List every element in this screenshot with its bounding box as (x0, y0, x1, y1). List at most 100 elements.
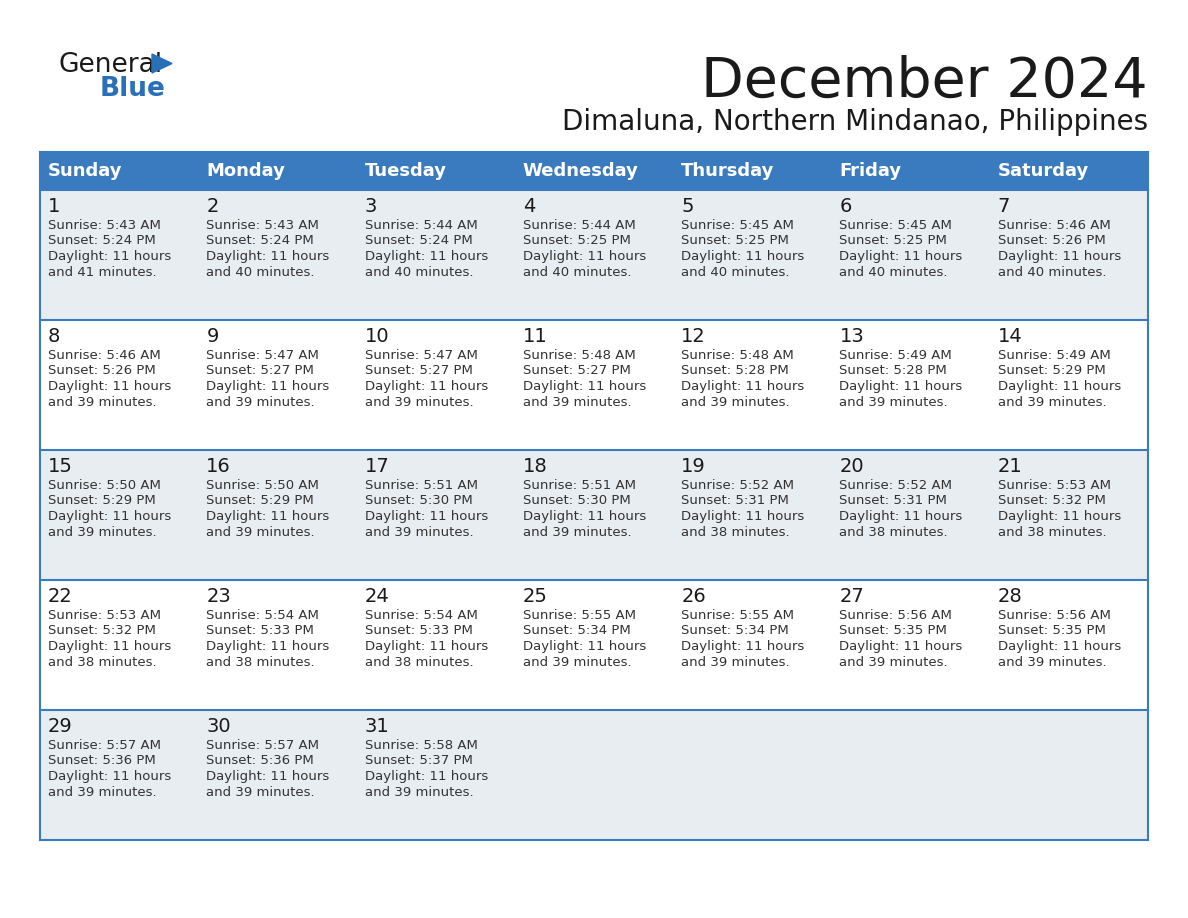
Text: Daylight: 11 hours: Daylight: 11 hours (365, 770, 488, 783)
Text: 15: 15 (48, 457, 72, 476)
Text: 7: 7 (998, 197, 1010, 216)
Text: Daylight: 11 hours: Daylight: 11 hours (365, 640, 488, 653)
Text: 19: 19 (681, 457, 706, 476)
Text: Daylight: 11 hours: Daylight: 11 hours (207, 380, 329, 393)
FancyBboxPatch shape (40, 152, 1148, 190)
Text: and 39 minutes.: and 39 minutes. (48, 525, 157, 539)
Text: 4: 4 (523, 197, 536, 216)
Text: and 39 minutes.: and 39 minutes. (523, 396, 632, 409)
Text: Sunrise: 5:58 AM: Sunrise: 5:58 AM (365, 739, 478, 752)
Text: and 40 minutes.: and 40 minutes. (207, 265, 315, 278)
Text: 23: 23 (207, 587, 230, 606)
Text: and 39 minutes.: and 39 minutes. (998, 396, 1106, 409)
Text: Sunrise: 5:48 AM: Sunrise: 5:48 AM (681, 349, 794, 362)
Text: Daylight: 11 hours: Daylight: 11 hours (523, 250, 646, 263)
Text: Sunset: 5:34 PM: Sunset: 5:34 PM (681, 624, 789, 637)
Text: and 39 minutes.: and 39 minutes. (681, 396, 790, 409)
Text: Tuesday: Tuesday (365, 162, 447, 180)
Text: and 39 minutes.: and 39 minutes. (523, 655, 632, 668)
Text: Sunset: 5:24 PM: Sunset: 5:24 PM (48, 234, 156, 248)
Text: Daylight: 11 hours: Daylight: 11 hours (207, 640, 329, 653)
Text: Sunset: 5:27 PM: Sunset: 5:27 PM (207, 364, 314, 377)
Text: Thursday: Thursday (681, 162, 775, 180)
Text: Sunset: 5:24 PM: Sunset: 5:24 PM (207, 234, 314, 248)
Text: General: General (58, 52, 162, 78)
FancyBboxPatch shape (40, 710, 1148, 840)
Text: and 38 minutes.: and 38 minutes. (840, 525, 948, 539)
Text: and 39 minutes.: and 39 minutes. (998, 655, 1106, 668)
Text: 9: 9 (207, 327, 219, 346)
Text: Sunrise: 5:51 AM: Sunrise: 5:51 AM (365, 479, 478, 492)
Text: Sunrise: 5:49 AM: Sunrise: 5:49 AM (840, 349, 952, 362)
Text: Blue: Blue (100, 76, 166, 102)
Text: Sunrise: 5:54 AM: Sunrise: 5:54 AM (365, 609, 478, 622)
Text: Sunrise: 5:52 AM: Sunrise: 5:52 AM (840, 479, 953, 492)
Text: 21: 21 (998, 457, 1023, 476)
Text: Daylight: 11 hours: Daylight: 11 hours (523, 380, 646, 393)
Text: Sunrise: 5:55 AM: Sunrise: 5:55 AM (681, 609, 794, 622)
Text: Sunrise: 5:50 AM: Sunrise: 5:50 AM (207, 479, 320, 492)
Text: Sunset: 5:34 PM: Sunset: 5:34 PM (523, 624, 631, 637)
Text: Sunset: 5:32 PM: Sunset: 5:32 PM (48, 624, 156, 637)
Text: Dimaluna, Northern Mindanao, Philippines: Dimaluna, Northern Mindanao, Philippines (562, 108, 1148, 136)
Text: Sunrise: 5:45 AM: Sunrise: 5:45 AM (840, 219, 953, 232)
Text: 31: 31 (365, 717, 390, 736)
Text: 26: 26 (681, 587, 706, 606)
Text: and 39 minutes.: and 39 minutes. (681, 655, 790, 668)
Text: Sunset: 5:25 PM: Sunset: 5:25 PM (523, 234, 631, 248)
FancyBboxPatch shape (40, 190, 1148, 320)
Text: Sunrise: 5:47 AM: Sunrise: 5:47 AM (365, 349, 478, 362)
Text: Daylight: 11 hours: Daylight: 11 hours (207, 770, 329, 783)
Text: Sunrise: 5:54 AM: Sunrise: 5:54 AM (207, 609, 320, 622)
Text: 2: 2 (207, 197, 219, 216)
Text: Sunset: 5:31 PM: Sunset: 5:31 PM (681, 495, 789, 508)
Text: 16: 16 (207, 457, 230, 476)
Text: Daylight: 11 hours: Daylight: 11 hours (523, 640, 646, 653)
Text: Daylight: 11 hours: Daylight: 11 hours (840, 380, 962, 393)
Text: and 38 minutes.: and 38 minutes. (365, 655, 473, 668)
Text: and 38 minutes.: and 38 minutes. (681, 525, 790, 539)
Text: and 39 minutes.: and 39 minutes. (207, 396, 315, 409)
Text: Sunset: 5:27 PM: Sunset: 5:27 PM (365, 364, 473, 377)
Text: Sunset: 5:26 PM: Sunset: 5:26 PM (998, 234, 1106, 248)
Text: Sunrise: 5:51 AM: Sunrise: 5:51 AM (523, 479, 636, 492)
Text: Daylight: 11 hours: Daylight: 11 hours (840, 510, 962, 523)
Text: and 38 minutes.: and 38 minutes. (48, 655, 157, 668)
Text: Monday: Monday (207, 162, 285, 180)
Text: Sunrise: 5:44 AM: Sunrise: 5:44 AM (365, 219, 478, 232)
Text: Daylight: 11 hours: Daylight: 11 hours (207, 510, 329, 523)
Text: and 40 minutes.: and 40 minutes. (523, 265, 631, 278)
Text: Sunset: 5:24 PM: Sunset: 5:24 PM (365, 234, 473, 248)
Text: Sunrise: 5:46 AM: Sunrise: 5:46 AM (998, 219, 1111, 232)
Text: Daylight: 11 hours: Daylight: 11 hours (840, 250, 962, 263)
Text: Sunset: 5:31 PM: Sunset: 5:31 PM (840, 495, 947, 508)
Text: 28: 28 (998, 587, 1023, 606)
Text: 5: 5 (681, 197, 694, 216)
Text: 20: 20 (840, 457, 864, 476)
Text: Sunset: 5:26 PM: Sunset: 5:26 PM (48, 364, 156, 377)
Text: 25: 25 (523, 587, 548, 606)
Text: 6: 6 (840, 197, 852, 216)
Text: 10: 10 (365, 327, 390, 346)
Text: Sunday: Sunday (48, 162, 122, 180)
Text: Sunrise: 5:57 AM: Sunrise: 5:57 AM (48, 739, 162, 752)
Text: Sunset: 5:35 PM: Sunset: 5:35 PM (998, 624, 1106, 637)
Text: Daylight: 11 hours: Daylight: 11 hours (681, 380, 804, 393)
Text: and 41 minutes.: and 41 minutes. (48, 265, 157, 278)
Text: Daylight: 11 hours: Daylight: 11 hours (365, 380, 488, 393)
Text: Sunset: 5:36 PM: Sunset: 5:36 PM (48, 755, 156, 767)
Text: Sunset: 5:35 PM: Sunset: 5:35 PM (840, 624, 947, 637)
Text: Sunrise: 5:56 AM: Sunrise: 5:56 AM (998, 609, 1111, 622)
Text: 3: 3 (365, 197, 377, 216)
Text: Sunrise: 5:43 AM: Sunrise: 5:43 AM (207, 219, 320, 232)
Text: Daylight: 11 hours: Daylight: 11 hours (48, 250, 171, 263)
Text: Sunrise: 5:52 AM: Sunrise: 5:52 AM (681, 479, 794, 492)
Text: Daylight: 11 hours: Daylight: 11 hours (998, 380, 1121, 393)
Text: 13: 13 (840, 327, 864, 346)
Text: 27: 27 (840, 587, 864, 606)
Text: and 40 minutes.: and 40 minutes. (365, 265, 473, 278)
Text: Daylight: 11 hours: Daylight: 11 hours (998, 510, 1121, 523)
Text: 24: 24 (365, 587, 390, 606)
Text: Saturday: Saturday (998, 162, 1089, 180)
Text: Daylight: 11 hours: Daylight: 11 hours (48, 770, 171, 783)
